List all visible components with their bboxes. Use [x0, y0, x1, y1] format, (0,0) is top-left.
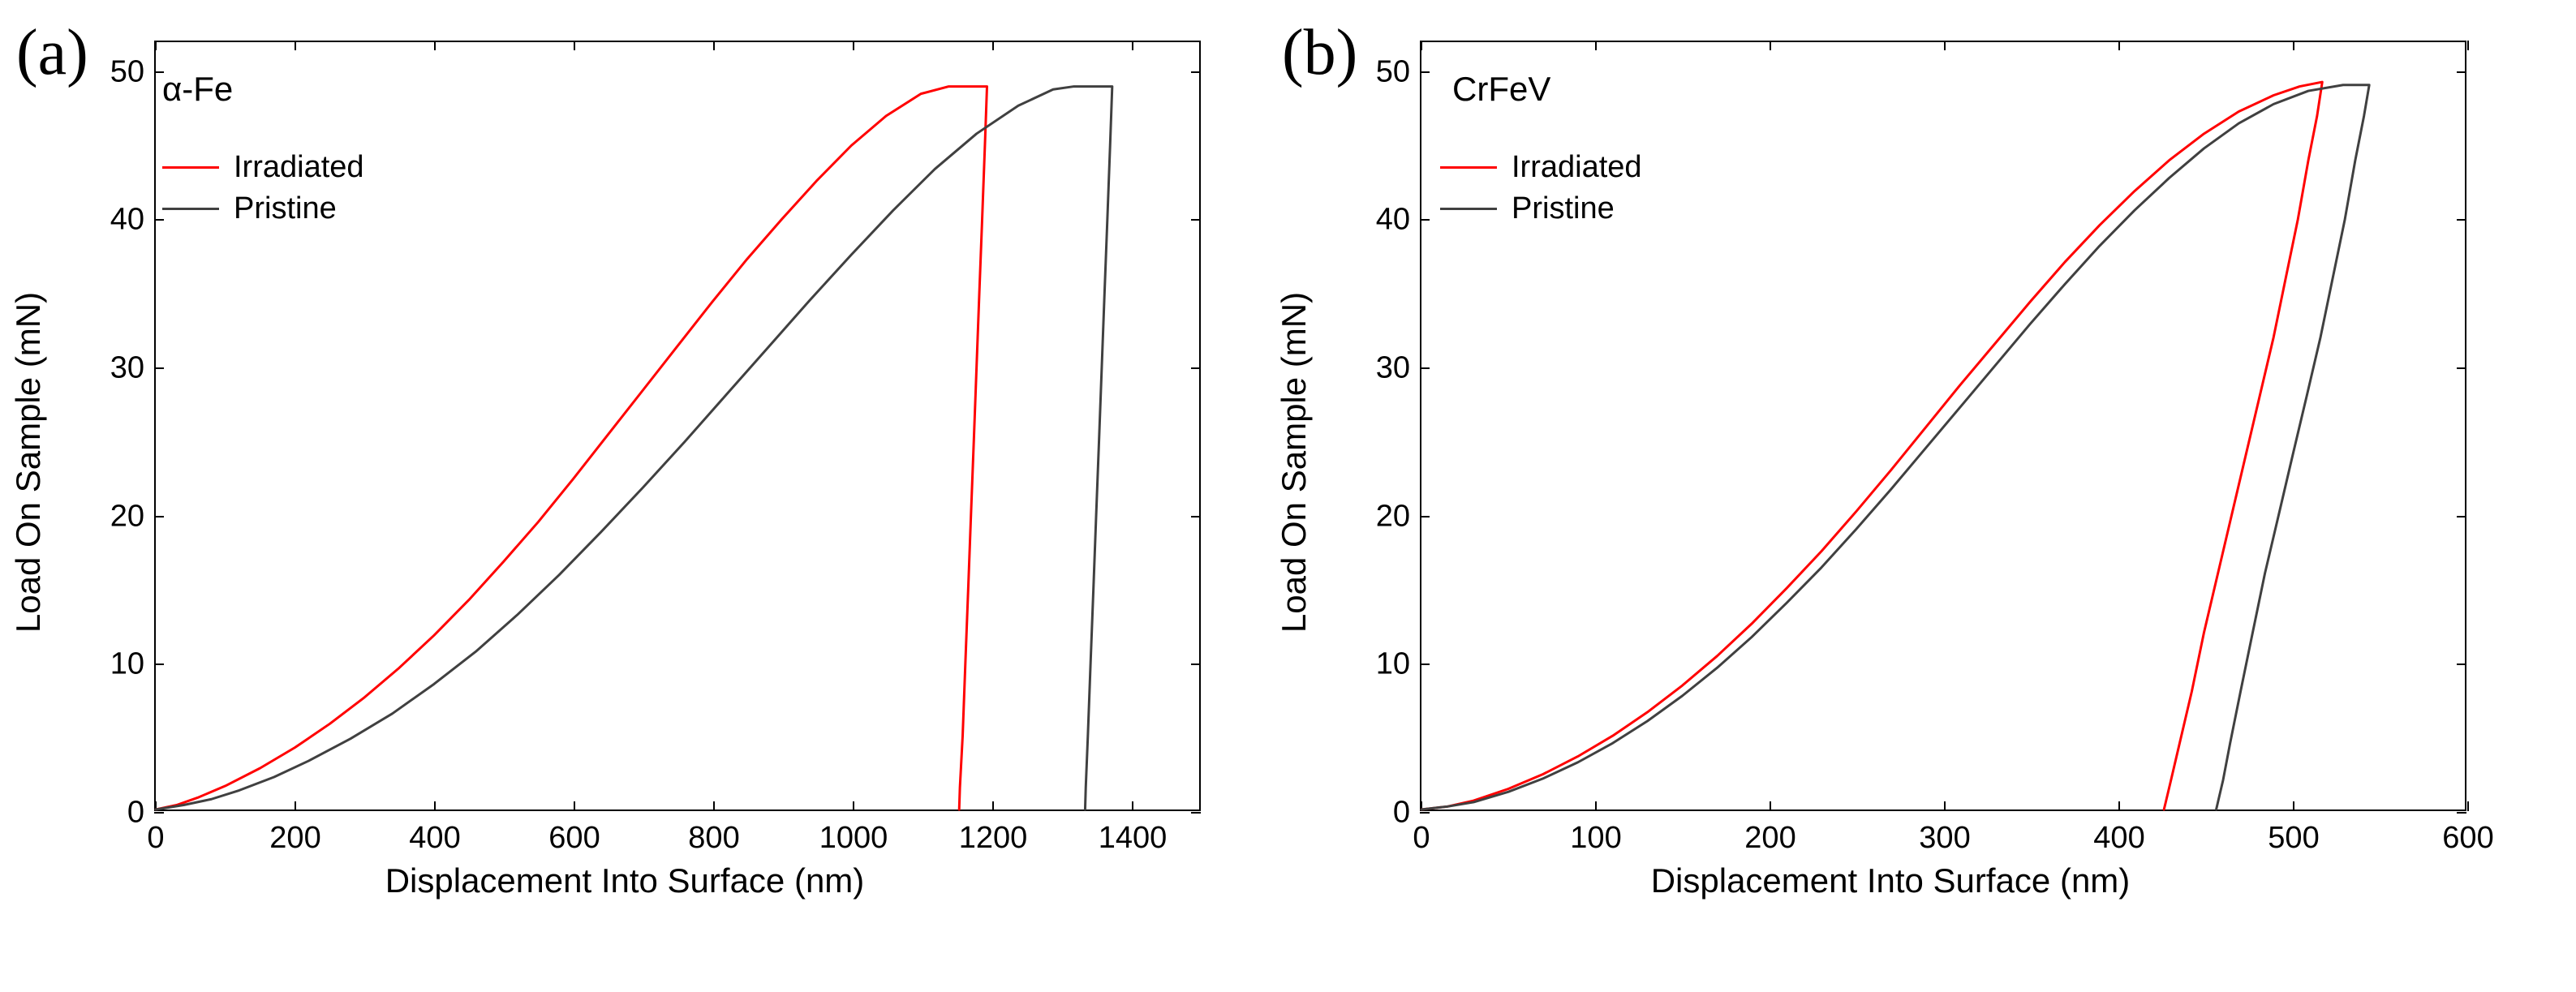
y-tick-label: 10	[110, 647, 144, 682]
sample-title: CrFeV	[1452, 70, 1550, 109]
legend-label: Pristine	[234, 191, 337, 226]
y-axis-label: Load On Sample (mN)	[1275, 292, 1314, 633]
x-tick-label: 500	[2268, 821, 2319, 856]
x-axis-label: Displacement Into Surface (nm)	[1651, 861, 2131, 900]
chart-panel-0: (a)020040060080010001200140001020304050L…	[16, 16, 1233, 908]
legend-line-icon	[1440, 166, 1497, 169]
x-tick-label: 0	[1413, 821, 1430, 856]
y-tick-label: 0	[1393, 796, 1410, 831]
x-tick-label: 100	[1570, 821, 1621, 856]
legend: Irradiated Pristine	[1440, 150, 1642, 233]
legend-item: Irradiated	[1440, 150, 1642, 185]
x-tick-label: 200	[269, 821, 320, 856]
sample-title: α-Fe	[162, 70, 233, 109]
x-tick-label: 1200	[959, 821, 1028, 856]
x-tick-label: 0	[147, 821, 164, 856]
y-tick	[1191, 812, 1201, 814]
y-tick-label: 50	[1376, 54, 1410, 89]
y-tick	[1420, 812, 1430, 814]
x-tick-label: 800	[688, 821, 739, 856]
y-tick-label: 20	[110, 499, 144, 534]
x-tick	[2467, 801, 2469, 811]
legend-item: Irradiated	[162, 150, 364, 185]
panel-label: (a)	[16, 16, 88, 90]
legend: Irradiated Pristine	[162, 150, 364, 233]
y-tick-label: 10	[1376, 647, 1410, 682]
panel-label: (b)	[1282, 16, 1357, 90]
x-axis-label: Displacement Into Surface (nm)	[385, 861, 865, 900]
x-tick-label: 400	[409, 821, 460, 856]
y-tick-label: 30	[110, 350, 144, 385]
y-tick-label: 50	[110, 54, 144, 89]
y-tick-label: 0	[127, 796, 144, 831]
y-axis-label: Load On Sample (mN)	[9, 292, 48, 633]
x-tick-label: 600	[548, 821, 600, 856]
x-tick-label: 400	[2093, 821, 2144, 856]
x-tick-label: 1400	[1099, 821, 1168, 856]
x-tick-label: 1000	[819, 821, 888, 856]
x-tick-label: 200	[1744, 821, 1795, 856]
legend-line-icon	[162, 208, 219, 210]
legend-item: Pristine	[162, 191, 364, 226]
x-tick	[2467, 41, 2469, 50]
y-tick	[154, 812, 164, 814]
y-tick-label: 30	[1376, 350, 1410, 385]
legend-line-icon	[1440, 208, 1497, 210]
legend-label: Irradiated	[234, 150, 364, 185]
legend-label: Irradiated	[1512, 150, 1642, 185]
legend-label: Pristine	[1512, 191, 1615, 226]
legend-item: Pristine	[1440, 191, 1642, 226]
y-tick-label: 20	[1376, 499, 1410, 534]
chart-panel-1: (b)010020030040050060001020304050Load On…	[1282, 16, 2499, 908]
legend-line-icon	[162, 166, 219, 169]
x-tick-label: 300	[1919, 821, 1970, 856]
y-tick-label: 40	[1376, 203, 1410, 238]
y-tick	[2457, 812, 2466, 814]
x-tick-label: 600	[2442, 821, 2493, 856]
y-tick-label: 40	[110, 203, 144, 238]
